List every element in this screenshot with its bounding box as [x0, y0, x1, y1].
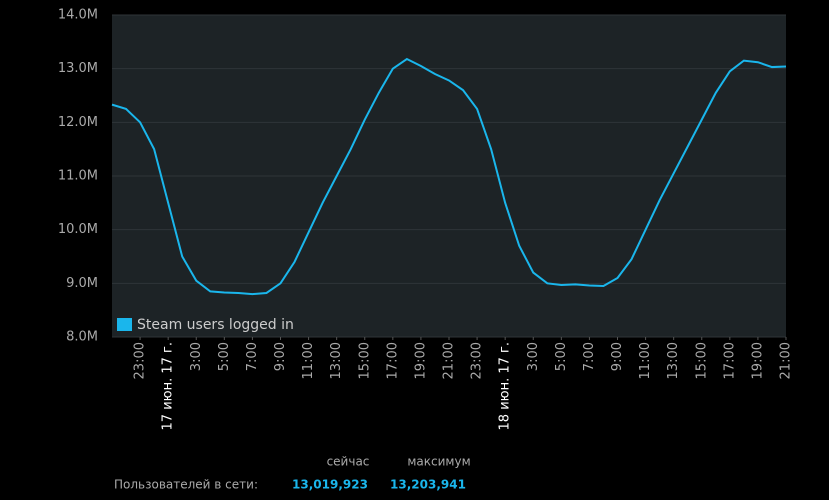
x-tick-label: 13:00 [329, 342, 344, 379]
x-tick-label: 23:00 [470, 342, 485, 379]
y-tick-label: 8.0M [66, 330, 98, 345]
now-value: 13,019,923 [292, 478, 368, 492]
series-line [111, 57, 787, 296]
y-tick-label: 10.0M [58, 222, 98, 237]
x-tick-label: 7:00 [582, 342, 597, 371]
x-tick-label: 9:00 [610, 342, 625, 371]
x-tick-label: 19:00 [750, 342, 765, 379]
x-tick-label: 21:00 [442, 342, 457, 379]
y-tick-label: 11.0M [58, 169, 98, 184]
x-tick-label: 18 июн. 17 г. [498, 342, 513, 430]
y-tick-label: 9.0M [66, 276, 98, 291]
max-value: 13,203,941 [390, 478, 466, 492]
x-tick-label: 15:00 [357, 342, 372, 379]
legend-swatch [117, 318, 132, 331]
x-tick-label: 17 июн. 17 г. [161, 342, 176, 430]
x-tick-label: 5:00 [217, 342, 232, 371]
x-tick-label: 9:00 [273, 342, 288, 371]
y-tick-label: 14.0M [58, 8, 98, 23]
x-tick-label: 7:00 [245, 342, 260, 371]
y-tick-label: 13.0M [58, 61, 98, 76]
x-tick-label: 17:00 [385, 342, 400, 379]
x-tick-label: 23:00 [133, 342, 148, 379]
x-tick-label: 11:00 [638, 342, 653, 379]
x-tick-label: 15:00 [694, 342, 709, 379]
x-tick-label: 3:00 [526, 342, 541, 371]
x-tick-label: 19:00 [413, 342, 428, 379]
x-tick-label: 5:00 [554, 342, 569, 371]
now-label: сейчас [327, 455, 370, 469]
y-tick-label: 12.0M [58, 115, 98, 130]
x-tick-label: 21:00 [779, 342, 794, 379]
max-label: максимум [407, 455, 470, 469]
x-tick-label: 3:00 [189, 342, 204, 371]
x-tick-label: 11:00 [301, 342, 316, 379]
row-label: Пользователей в сети: [114, 478, 258, 492]
x-tick-label: 17:00 [722, 342, 737, 379]
legend-label: Steam users logged in [137, 317, 294, 333]
x-tick-label: 13:00 [666, 342, 681, 379]
